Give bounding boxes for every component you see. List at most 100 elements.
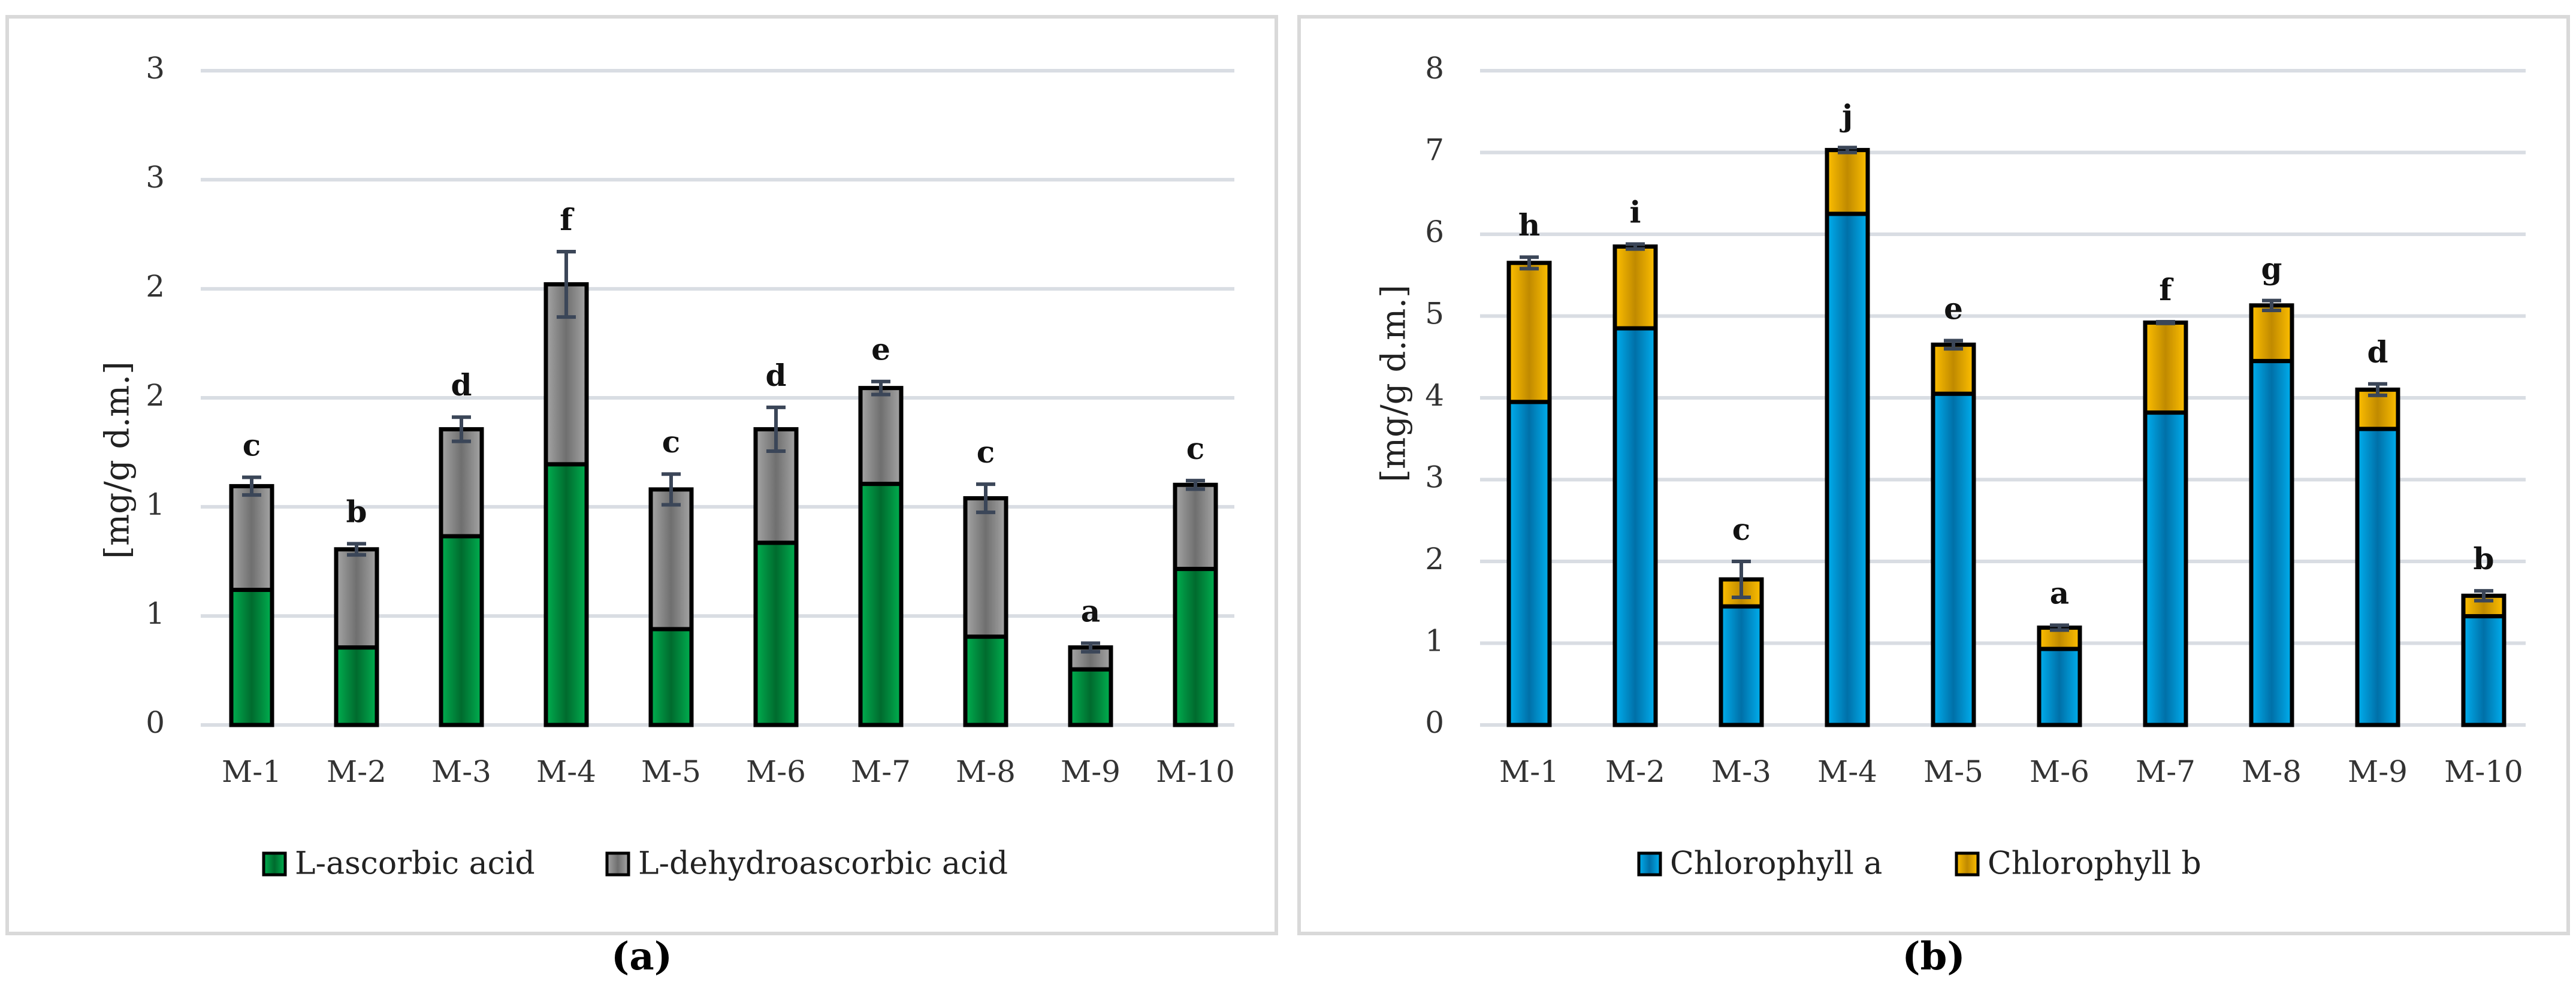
x-tick-label: M-7 [851, 754, 911, 789]
chart-panel-a: 0 1 1 2 2 3 3 c b d f c d e c a c M-1 M-2 M-3 M-4 M-5 M-6 M-7… [5, 15, 1278, 979]
y-tick-label: 7 [1425, 133, 1444, 168]
y-tick-label: 5 [1425, 297, 1444, 331]
bar-l-dehydroascorbic-acid-m-7 [858, 386, 904, 487]
legend-label-chlorophyll-b: Chlorophyll b [1988, 846, 2201, 882]
significance-label-m-1: c [243, 428, 261, 463]
y-tick-label: 2 [146, 378, 165, 413]
error-bar-m-8 [976, 482, 995, 515]
y-tick-label: 3 [146, 51, 165, 86]
x-tick-label: M-2 [1605, 754, 1665, 789]
significance-label-m-7: e [871, 332, 890, 367]
y-axis-title: [mg/g d.m.] [98, 361, 137, 559]
legend: L-ascorbic acid L-dehydroascorbic acid [262, 846, 1008, 882]
bar-l-dehydroascorbic-acid-m-10 [1173, 482, 1218, 572]
error-bar-m-4 [557, 249, 576, 319]
error-bar-m-4 [1838, 146, 1857, 155]
x-tick-label: M-6 [746, 754, 806, 789]
bar-l-ascorbic-acid-m-2 [334, 645, 379, 727]
bar-l-dehydroascorbic-acid-m-2 [334, 547, 379, 650]
bar-l-ascorbic-acid-m-3 [439, 534, 484, 727]
chart-frame [5, 15, 1278, 935]
significance-label-m-9: a [1081, 594, 1100, 629]
significance-label-m-2: i [1630, 194, 1641, 229]
y-tick-label: 4 [1425, 378, 1444, 413]
legend-label-l-dehydroascorbic-acid: L-dehydroascorbic acid [638, 846, 1008, 882]
bar-l-ascorbic-acid-m-1 [229, 588, 274, 727]
bars [229, 282, 1218, 727]
bar-chlorophyll-b-m-1 [1506, 261, 1552, 404]
x-tick-label: M-5 [1923, 754, 1983, 789]
y-tick-label: 1 [146, 487, 165, 522]
y-tick-label: 1 [1425, 624, 1444, 658]
bar-chlorophyll-a-m-4 [1825, 212, 1870, 727]
legend-swatch-l-dehydroascorbic-acid [605, 851, 630, 877]
significance-label-m-10: b [2474, 541, 2495, 576]
significance-labels: h i c j e a f g d b [1518, 98, 2495, 611]
error-bar-m-1 [242, 475, 261, 497]
bar-l-ascorbic-acid-m-8 [963, 635, 1008, 727]
y-tick-label: 6 [1425, 214, 1444, 249]
error-bar-m-10 [2474, 589, 2493, 603]
x-tick-label: M-1 [1499, 754, 1559, 789]
error-bar-m-6 [766, 405, 786, 453]
bar-chlorophyll-a-m-3 [1719, 604, 1764, 727]
significance-label-m-1: h [1518, 207, 1540, 243]
y-tick-label: 0 [146, 705, 165, 740]
significance-label-m-6: d [766, 358, 787, 393]
bar-l-dehydroascorbic-acid-m-3 [439, 427, 484, 539]
y-tick-label: 1 [146, 596, 165, 631]
bar-l-ascorbic-acid-m-6 [753, 540, 799, 727]
error-bar-m-5 [662, 472, 681, 507]
significance-label-m-3: c [1732, 512, 1750, 547]
bar-chlorophyll-b-m-5 [1931, 342, 1976, 396]
error-bar-m-8 [2262, 298, 2281, 312]
error-bar-m-5 [1944, 339, 1963, 351]
panel-caption-b: (b) [1902, 934, 1965, 979]
significance-label-m-3: d [451, 367, 472, 403]
significance-labels: c b d f c d e c a c [243, 202, 1204, 629]
x-tick-label: M-3 [1711, 754, 1771, 789]
x-tick-label: M-4 [1817, 754, 1877, 789]
y-axis-title: [mg/g d.m.] [1375, 285, 1414, 482]
x-tick-label: M-4 [536, 754, 596, 789]
bar-l-ascorbic-acid-m-4 [543, 462, 589, 727]
legend: Chlorophyll a Chlorophyll b [1637, 846, 2201, 882]
x-tick-label: M-9 [1061, 754, 1121, 789]
y-tick-label: 0 [1425, 705, 1444, 740]
significance-label-m-4: j [1840, 98, 1853, 133]
x-tick-label: M-3 [431, 754, 491, 789]
error-bar-m-6 [2050, 623, 2069, 632]
x-tick-label: M-2 [327, 754, 386, 789]
bars [1506, 147, 2506, 727]
error-bar-m-1 [1520, 255, 1539, 271]
error-bar-m-9 [2368, 382, 2387, 397]
significance-label-m-6: a [2050, 575, 2069, 611]
x-tick-label: M-10 [2444, 754, 2523, 789]
significance-label-m-9: d [2367, 334, 2388, 370]
bar-chlorophyll-b-m-2 [1612, 244, 1658, 331]
bar-l-dehydroascorbic-acid-m-1 [229, 484, 274, 593]
significance-label-m-5: e [1944, 291, 1963, 326]
bar-chlorophyll-a-m-7 [2143, 410, 2188, 727]
significance-label-m-4: f [560, 202, 575, 237]
error-bars [242, 249, 1205, 654]
significance-label-m-10: c [1186, 431, 1204, 466]
x-axis-ticks: M-1 M-2 M-3 M-4 M-5 M-6 M-7 M-8 M-9 M-10 [1499, 754, 2523, 789]
error-bar-m-10 [1186, 479, 1205, 491]
bar-l-ascorbic-acid-m-10 [1173, 567, 1218, 727]
bar-chlorophyll-a-m-6 [2037, 646, 2082, 727]
y-tick-label: 8 [1425, 51, 1444, 86]
x-tick-label: M-6 [2030, 754, 2089, 789]
panel-caption-a: (a) [611, 934, 672, 979]
y-tick-label: 3 [146, 160, 165, 195]
y-tick-label: 2 [146, 269, 165, 304]
error-bar-m-3 [452, 415, 471, 443]
x-axis-ticks: M-1 M-2 M-3 M-4 M-5 M-6 M-7 M-8 M-9 M-10 [222, 754, 1235, 789]
bar-l-ascorbic-acid-m-7 [858, 482, 904, 727]
x-tick-label: M-10 [1156, 754, 1235, 789]
significance-label-m-8: g [2261, 251, 2282, 286]
bar-l-dehydroascorbic-acid-m-5 [648, 487, 694, 632]
bar-chlorophyll-a-m-8 [2249, 359, 2294, 727]
